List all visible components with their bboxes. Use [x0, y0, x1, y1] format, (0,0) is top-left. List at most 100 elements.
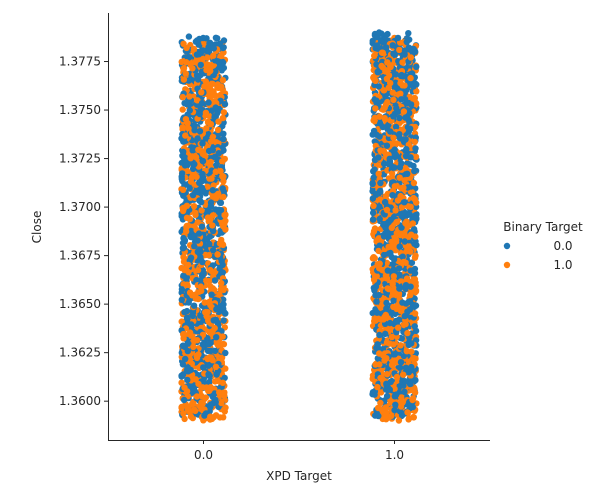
point-series-1	[181, 384, 188, 391]
point-series-1	[412, 287, 420, 294]
point-series-1	[181, 415, 188, 423]
point-series-0	[401, 238, 408, 245]
point-series-0	[189, 312, 196, 320]
point-series-1	[383, 275, 391, 282]
point-series-1	[180, 76, 188, 83]
point-series-1	[408, 348, 415, 355]
point-series-1	[220, 109, 228, 116]
point-series-1	[372, 317, 379, 324]
point-series-0	[179, 361, 187, 368]
point-series-1	[179, 93, 186, 101]
point-series-0	[200, 34, 207, 42]
point-series-1	[391, 183, 398, 190]
point-series-1	[199, 384, 206, 391]
point-series-1	[384, 285, 391, 292]
point-series-1	[397, 342, 404, 349]
point-series-1	[411, 254, 419, 261]
point-series-0	[373, 61, 380, 68]
point-series-1	[209, 80, 216, 88]
point-series-1	[382, 101, 390, 108]
point-series-0	[182, 159, 190, 167]
point-series-0	[374, 341, 381, 348]
point-series-0	[387, 378, 394, 385]
point-series-1	[400, 371, 407, 378]
point-series-1	[220, 173, 227, 180]
point-series-0	[377, 179, 384, 187]
point-series-1	[207, 138, 215, 145]
point-series-0	[398, 224, 405, 231]
point-series-0	[204, 335, 211, 342]
point-series-1	[400, 184, 407, 191]
point-series-0	[180, 244, 188, 251]
point-series-0	[189, 191, 197, 199]
point-series-1	[189, 292, 196, 299]
point-series-1	[212, 363, 220, 370]
point-series-0	[375, 412, 382, 420]
point-series-0	[204, 208, 212, 215]
point-series-1	[198, 207, 205, 214]
point-series-0	[407, 154, 414, 161]
point-series-1	[381, 357, 388, 364]
point-series-0	[196, 128, 204, 135]
point-series-0	[391, 164, 398, 171]
point-series-1	[394, 324, 402, 331]
point-series-1	[219, 340, 227, 348]
point-series-1	[409, 396, 416, 404]
point-series-0	[197, 105, 204, 113]
point-series-0	[215, 150, 222, 157]
point-series-1	[402, 165, 409, 172]
point-series-1	[190, 45, 198, 53]
point-series-1	[202, 78, 209, 85]
point-series-0	[214, 35, 221, 42]
point-series-1	[390, 273, 397, 280]
point-series-1	[400, 258, 407, 266]
point-series-1	[207, 266, 214, 274]
point-series-1	[203, 125, 210, 132]
point-series-1	[396, 174, 403, 181]
point-series-1	[222, 404, 229, 411]
point-series-1	[179, 207, 187, 215]
point-series-0	[403, 38, 410, 46]
point-series-0	[395, 265, 403, 272]
point-series-0	[402, 282, 410, 289]
point-series-0	[178, 175, 185, 183]
point-series-0	[202, 135, 210, 142]
point-series-1	[189, 153, 196, 160]
point-series-1	[179, 124, 186, 131]
point-series-1	[204, 183, 211, 190]
point-series-0	[220, 296, 227, 303]
point-series-0	[384, 30, 391, 38]
point-series-0	[369, 180, 376, 188]
point-series-0	[184, 364, 191, 371]
point-series-0	[401, 199, 408, 206]
y-axis-title: Close	[30, 211, 44, 244]
point-series-1	[183, 59, 190, 66]
point-series-1	[403, 348, 410, 355]
point-series-0	[197, 312, 204, 319]
point-series-1	[214, 126, 222, 134]
point-series-1	[204, 214, 212, 221]
point-series-1	[377, 374, 384, 382]
point-series-1	[199, 400, 206, 407]
point-series-0	[398, 335, 405, 342]
point-series-1	[411, 138, 418, 146]
point-series-0	[383, 392, 391, 400]
point-series-0	[213, 306, 220, 313]
point-series-1	[219, 379, 226, 386]
point-series-1	[391, 234, 398, 241]
point-series-0	[396, 114, 403, 122]
point-series-0	[205, 99, 212, 106]
point-series-1	[207, 413, 214, 420]
point-series-0	[199, 341, 206, 348]
point-series-0	[209, 146, 216, 154]
point-series-0	[413, 63, 420, 70]
point-series-1	[207, 121, 215, 128]
point-series-0	[399, 253, 406, 260]
point-series-1	[201, 83, 208, 90]
point-series-1	[413, 199, 420, 206]
point-series-0	[372, 97, 380, 104]
point-series-0	[386, 386, 393, 393]
point-series-0	[391, 351, 398, 358]
point-series-1	[219, 77, 227, 84]
point-series-0	[206, 378, 213, 386]
